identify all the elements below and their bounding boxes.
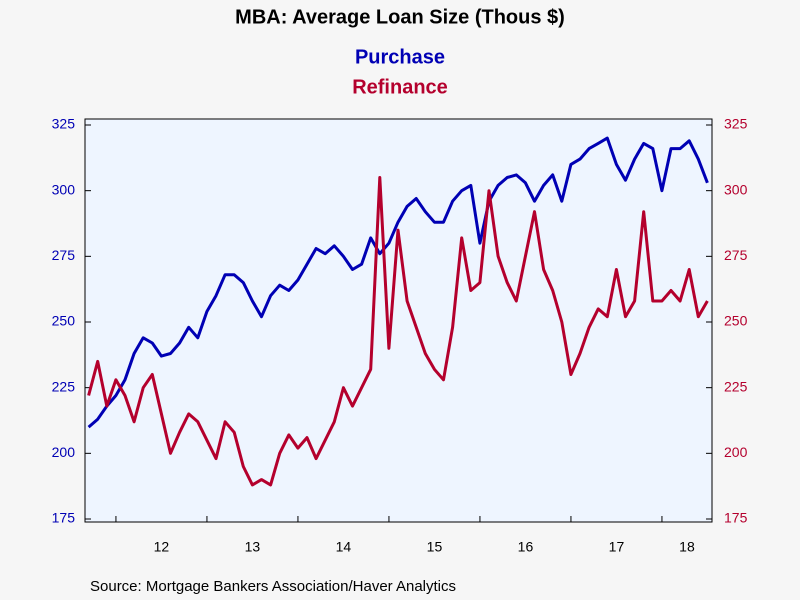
y2-tick-label: 325 bbox=[724, 116, 748, 132]
x-tick-label: 17 bbox=[609, 539, 625, 555]
x-tick-label: 12 bbox=[154, 539, 170, 555]
x-tick-label: 18 bbox=[679, 539, 695, 555]
y-tick-label: 275 bbox=[52, 247, 76, 263]
x-tick-label: 15 bbox=[427, 539, 443, 555]
source-note: Source: Mortgage Bankers Association/Hav… bbox=[90, 578, 456, 595]
y-tick-label: 225 bbox=[52, 378, 76, 394]
y-tick-label: 250 bbox=[52, 313, 76, 329]
x-tick-label: 13 bbox=[245, 539, 261, 555]
legend-entry: Refinance bbox=[352, 76, 448, 98]
legend-entry: Purchase bbox=[355, 46, 445, 68]
y2-tick-label: 250 bbox=[724, 313, 748, 329]
x-tick-label: 16 bbox=[518, 539, 534, 555]
y-tick-label: 325 bbox=[52, 116, 76, 132]
y-tick-label: 175 bbox=[52, 510, 76, 526]
y2-tick-label: 275 bbox=[724, 247, 748, 263]
y2-tick-label: 225 bbox=[724, 378, 748, 394]
chart-title: MBA: Average Loan Size (Thous $) bbox=[235, 6, 565, 28]
series-line bbox=[87, 136, 709, 429]
y2-tick-label: 300 bbox=[724, 181, 748, 197]
y-tick-label: 200 bbox=[52, 444, 76, 460]
y-tick-label: 300 bbox=[52, 181, 76, 197]
x-tick-label: 14 bbox=[336, 539, 352, 555]
y2-tick-label: 200 bbox=[724, 444, 748, 460]
y2-tick-label: 175 bbox=[724, 510, 748, 526]
series-line bbox=[87, 176, 709, 487]
plot-area bbox=[84, 118, 713, 523]
